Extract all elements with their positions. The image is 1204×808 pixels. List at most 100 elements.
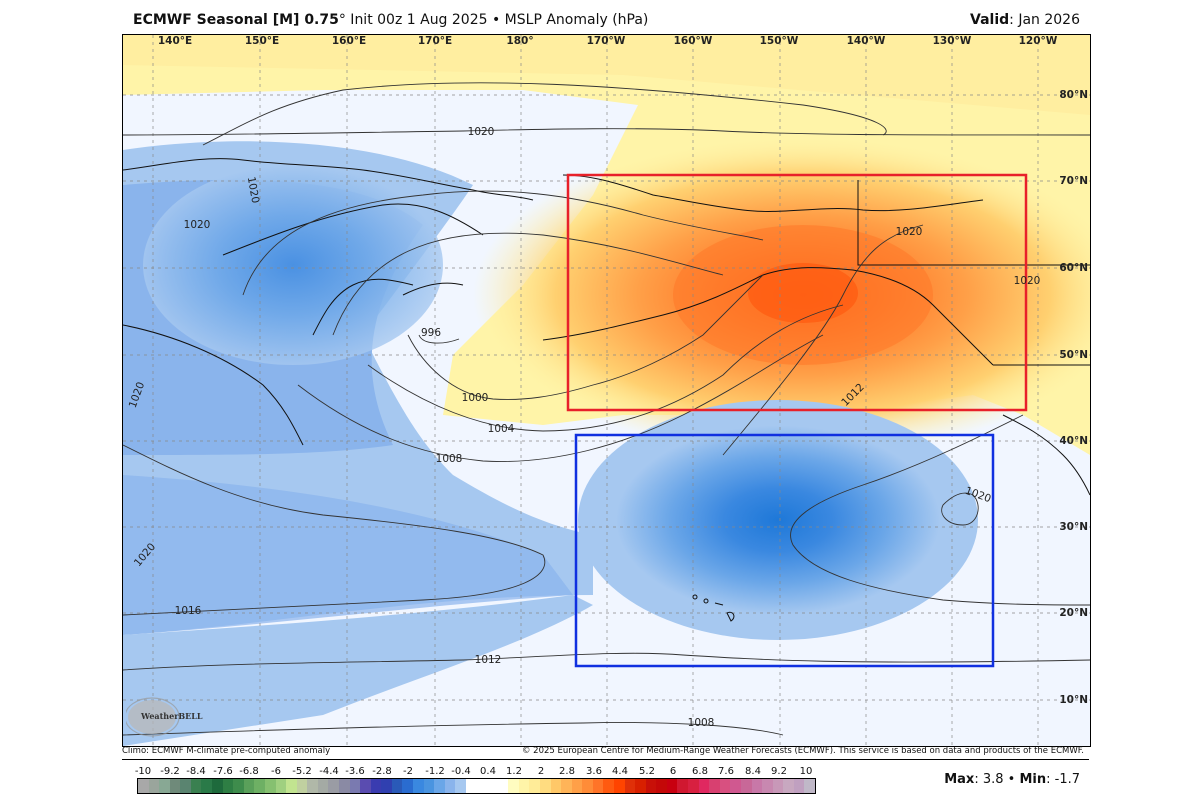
colorbar-swatch (772, 779, 784, 793)
longitude-label: 160°W (673, 35, 713, 47)
max-min-summary: Max: 3.8 • Min: -1.7 (944, 772, 1080, 787)
colorbar-tick: -6 (271, 766, 281, 777)
colorbar-tick: -2.8 (372, 766, 392, 777)
colorbar-tick: 7.6 (718, 766, 734, 777)
latitude-label: 40°N (1059, 435, 1088, 447)
colorbar-swatch (666, 779, 678, 793)
longitude-label: 170°W (586, 35, 626, 47)
colorbar-swatch (243, 779, 255, 793)
longitude-label: 170°E (417, 35, 453, 47)
colorbar-swatch (434, 779, 445, 793)
colorbar-swatch (592, 779, 604, 793)
colorbar-tick-labels: -10 -9.2 -8.4 -7.6 -6.8 -6 -5.2 -4.4 -3.… (130, 766, 820, 778)
colorbar-swatch (751, 779, 763, 793)
longitude-label: 140°E (157, 35, 193, 47)
colorbar-tick: 3.6 (586, 766, 602, 777)
map-canvas (123, 35, 1090, 746)
colorbar-swatch (624, 779, 636, 793)
colorbar-swatch (571, 779, 583, 793)
colorbar-tick: 6.8 (692, 766, 708, 777)
colorbar-swatch (709, 779, 720, 793)
colorbar-tick: 2.8 (559, 766, 575, 777)
longitude-label: 180° (506, 35, 534, 47)
colorbar-swatch (455, 779, 466, 793)
colorbar-swatch (656, 779, 667, 793)
contour-label: 1020 (467, 126, 495, 138)
colorbar-swatch (275, 779, 287, 793)
colorbar-swatch (762, 779, 773, 793)
colorbar-tick: -6.8 (239, 766, 259, 777)
colorbar-swatch (159, 779, 170, 793)
colorbar-swatch (550, 779, 562, 793)
colorbar-swatch (793, 779, 805, 793)
latitude-label: 70°N (1059, 175, 1088, 187)
colorbar-swatch (423, 779, 435, 793)
colorbar-swatch (413, 779, 424, 793)
colorbar-swatch (603, 779, 615, 793)
latitude-label: 60°N (1059, 262, 1088, 274)
contour-label: 1020 (1013, 275, 1041, 287)
colorbar-swatch (296, 779, 308, 793)
colorbar-tick: -7.6 (213, 766, 233, 777)
colorbar-swatch (391, 779, 403, 793)
colorbar-swatch (476, 779, 488, 793)
colorbar-swatch (381, 779, 392, 793)
colorbar-swatch (508, 779, 519, 793)
colorbar-swatch (719, 779, 731, 793)
colorbar-tick: -4.4 (319, 766, 339, 777)
colorbar-swatch (328, 779, 339, 793)
colorbar-swatch (444, 779, 456, 793)
latitude-label: 30°N (1059, 521, 1088, 533)
colorbar-tick: -5.2 (292, 766, 312, 777)
contour-label: 1020 (895, 226, 923, 238)
longitude-label: 140°W (846, 35, 886, 47)
colorbar-swatch (233, 779, 244, 793)
colorbar (137, 778, 816, 794)
colorbar-tick: 0.4 (480, 766, 496, 777)
colorbar-swatch (635, 779, 646, 793)
colorbar-swatch (677, 779, 689, 793)
longitude-label: 160°E (331, 35, 367, 47)
colorbar-swatch (487, 779, 498, 793)
colorbar-swatch (497, 779, 509, 793)
colorbar-swatch (286, 779, 297, 793)
colorbar-tick: -10 (134, 766, 152, 777)
colorbar-swatch (561, 779, 572, 793)
contour-label: 996 (420, 327, 442, 339)
colorbar-swatch (148, 779, 160, 793)
latitude-label: 50°N (1059, 349, 1088, 361)
valid-date: Valid: Jan 2026 (970, 12, 1080, 28)
contour-label: 1012 (474, 654, 502, 666)
colorbar-tick: 9.2 (771, 766, 787, 777)
colorbar-swatch (360, 779, 371, 793)
longitude-label: 130°W (932, 35, 972, 47)
colorbar-swatch (698, 779, 710, 793)
copyright-note: © 2025 European Centre for Medium-Range … (521, 746, 1084, 756)
colorbar-swatch (539, 779, 551, 793)
contour-label: 1016 (174, 605, 202, 617)
footer-divider (122, 759, 1089, 760)
colorbar-swatch (349, 779, 361, 793)
colorbar-tick: -2 (403, 766, 413, 777)
colorbar-tick: 5.2 (639, 766, 655, 777)
colorbar-swatch (212, 779, 223, 793)
colorbar-swatch (614, 779, 625, 793)
colorbar-tick: 2 (537, 766, 545, 777)
colorbar-swatch (529, 779, 540, 793)
chart-title: ECMWF Seasonal [M] 0.75° Init 00z 1 Aug … (133, 12, 649, 28)
colorbar-swatch (740, 779, 752, 793)
colorbar-swatch (370, 779, 382, 793)
colorbar-swatch (190, 779, 202, 793)
colorbar-tick: 1.2 (506, 766, 522, 777)
colorbar-tick: 6 (669, 766, 677, 777)
climo-note: Climo: ECMWF M-climate pre-computed anom… (122, 746, 331, 756)
colorbar-swatch (169, 779, 181, 793)
colorbar-swatch (402, 779, 414, 793)
contour-label: 1004 (487, 423, 515, 435)
longitude-label: 120°W (1018, 35, 1058, 47)
colorbar-tick: 10 (799, 766, 813, 777)
colorbar-swatch (688, 779, 699, 793)
latitude-label: 20°N (1059, 607, 1088, 619)
colorbar-tick: 4.4 (612, 766, 628, 777)
colorbar-swatch (222, 779, 234, 793)
